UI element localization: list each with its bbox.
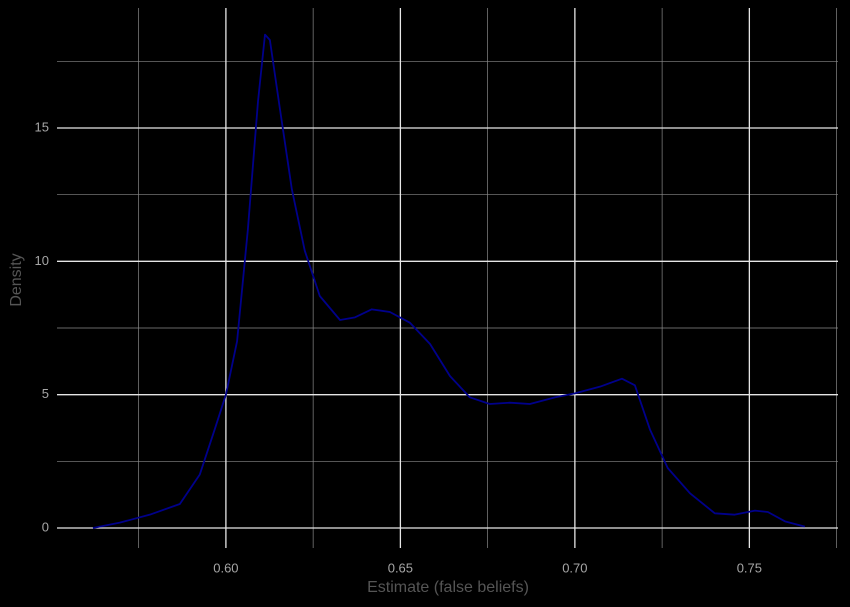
y-tick-label: 5 — [42, 386, 49, 401]
x-tick-label: 0.65 — [388, 560, 413, 575]
y-tick-label: 10 — [35, 253, 49, 268]
y-axis-title: Density — [8, 253, 25, 306]
y-tick-label: 15 — [35, 119, 49, 134]
x-tick-label: 0.60 — [213, 560, 238, 575]
x-tick-label: 0.75 — [737, 560, 762, 575]
y-tick-label: 0 — [42, 519, 49, 534]
x-axis-title: Estimate (false beliefs) — [367, 579, 529, 596]
density-line — [92, 33, 806, 529]
x-tick-label: 0.70 — [562, 560, 587, 575]
